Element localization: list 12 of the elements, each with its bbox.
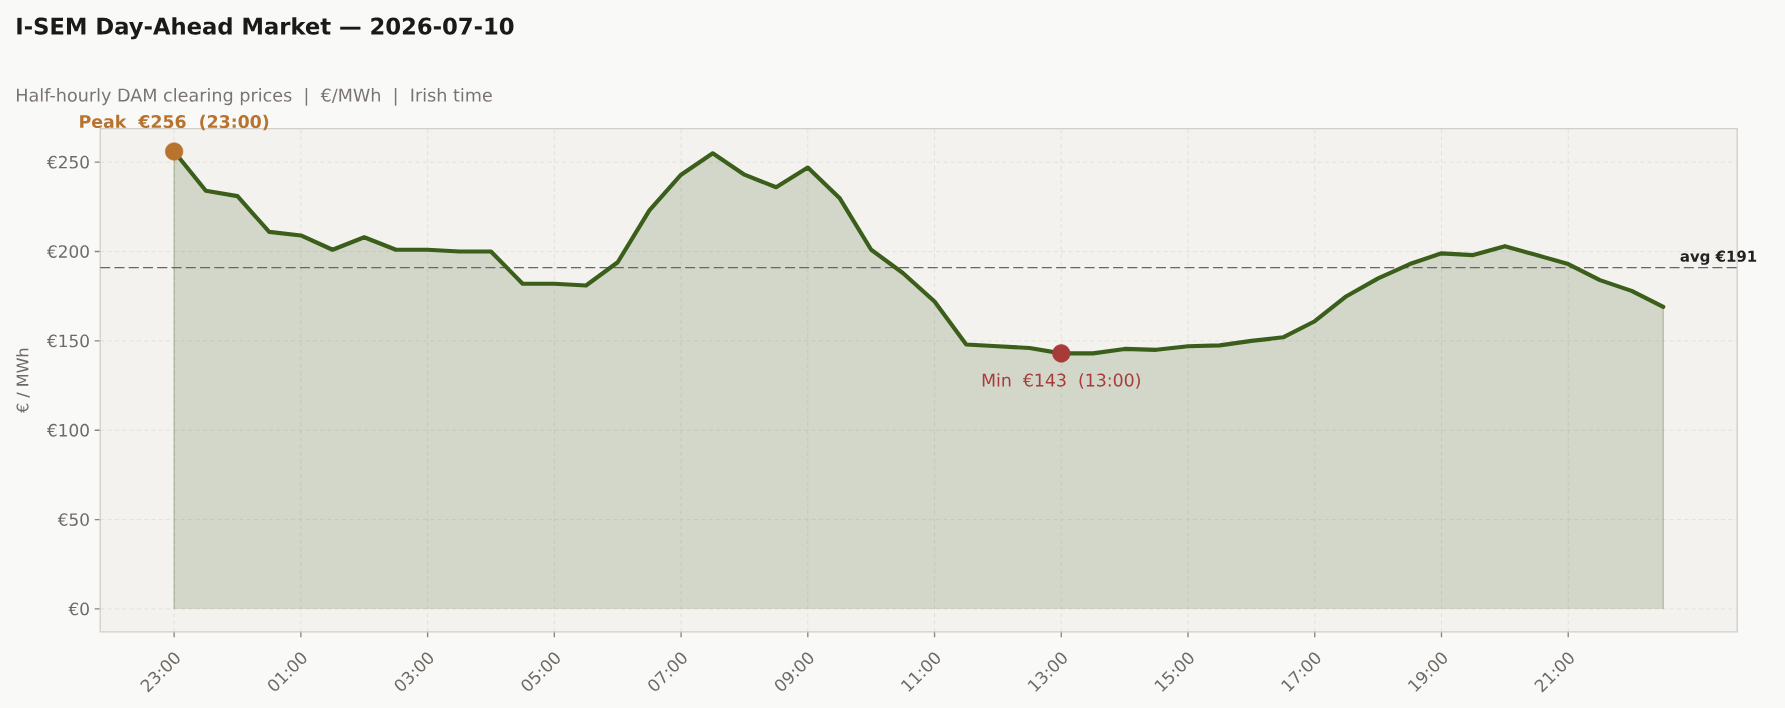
chart-title: I-SEM Day-Ahead Market — 2026-07-10 [17, 17, 514, 40]
annotation: Peak €256 (23:00) [80, 114, 269, 131]
y-tick-label: €50 [57, 513, 89, 526]
chart-subtitle: Half-hourly DAM clearing prices | €/MWh | Irish time [16, 88, 492, 106]
ref-line-label: avg €191 [1680, 250, 1757, 265]
annotation: Min €143 (13:00) [982, 373, 1140, 389]
y-axis-title: € / MWh [16, 348, 30, 413]
y-tick-label: €100 [46, 423, 89, 437]
y-tick-label: €150 [46, 334, 89, 348]
y-tick-label: €0 [68, 602, 89, 616]
y-tick-label: €250 [46, 155, 89, 169]
y-tick-label: €200 [46, 245, 89, 258]
